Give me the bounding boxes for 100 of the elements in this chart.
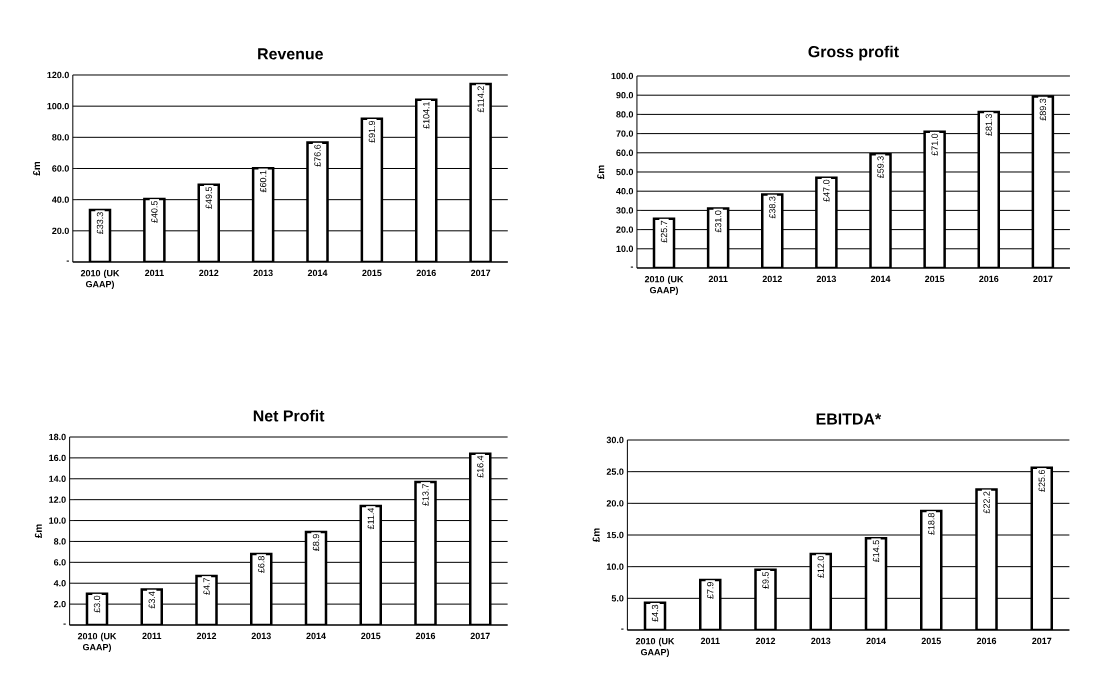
y-tick-label: - <box>630 266 634 268</box>
y-tick-label: 6.0 <box>53 559 66 566</box>
y-tick-label: 12.0 <box>49 496 66 503</box>
x-tick-label: 2013 <box>251 632 271 640</box>
y-tick-label: - <box>621 628 624 630</box>
data-label: £3.4 <box>148 591 155 609</box>
x-tick-label: 2010 (UK GAAP) <box>77 632 117 653</box>
data-label: £38.3 <box>769 196 776 219</box>
data-label: £12.0 <box>817 556 824 578</box>
data-label: £91.9 <box>368 120 376 143</box>
y-tick-label: 14.0 <box>49 475 66 482</box>
data-label: £3.0 <box>93 595 101 613</box>
x-tick-label: 2017 <box>1033 275 1053 283</box>
y-tick-label: 60.0 <box>52 165 69 172</box>
x-tick-label: 2014 <box>307 269 328 277</box>
y-tick-label: 20.0 <box>606 500 624 507</box>
x-tick-label: 2014 <box>870 275 891 283</box>
y-tick-label: 15.0 <box>606 531 624 539</box>
x-tick-label: 2012 <box>762 275 782 283</box>
y-tick-label: 80.0 <box>52 134 69 141</box>
x-tick-label: 2011 <box>144 269 164 277</box>
data-label: £22.2 <box>983 491 990 514</box>
x-tick-label: 2010 (UK GAAP) <box>644 275 684 296</box>
y-tick-label: 10.0 <box>606 563 624 570</box>
data-label: £4.3 <box>651 604 659 622</box>
data-label: £8.9 <box>312 534 320 551</box>
y-tick-label: 90.0 <box>616 92 634 99</box>
y-tick-label: 120.0 <box>47 71 69 79</box>
data-label: £25.7 <box>660 220 668 243</box>
data-label: £14.5 <box>872 540 880 563</box>
x-tick-label: 2012 <box>755 637 776 645</box>
y-axis-title: £m <box>34 524 42 539</box>
data-label: £6.8 <box>258 556 265 573</box>
y-tick-label: 100.0 <box>611 72 634 80</box>
data-label: £114.2 <box>477 86 484 113</box>
x-tick-label: 2013 <box>811 637 831 645</box>
x-tick-label: 2017 <box>470 269 491 277</box>
data-label: £4.7 <box>203 578 210 595</box>
x-tick-label: 2011 <box>708 275 728 283</box>
chart-title: EBITDA* <box>816 413 882 425</box>
y-tick-label: 60.0 <box>616 149 634 156</box>
x-tick-label: 2015 <box>924 275 945 283</box>
y-tick-label: 18.0 <box>49 433 66 441</box>
x-tick-label: 2012 <box>199 269 219 277</box>
y-tick-label: - <box>63 623 66 625</box>
x-tick-label: 2015 <box>921 637 941 645</box>
y-tick-label: 5.0 <box>611 595 624 602</box>
x-tick-label: 2013 <box>816 275 837 283</box>
y-axis-title: £m <box>33 161 41 176</box>
x-tick-label: 2013 <box>253 269 273 277</box>
x-tick-label: 2016 <box>416 269 436 277</box>
data-label: £11.4 <box>367 507 374 530</box>
data-label: £16.4 <box>477 455 484 478</box>
data-label: £81.3 <box>985 113 992 136</box>
data-label: £13.7 <box>422 484 429 506</box>
y-tick-label: 25.0 <box>606 468 624 475</box>
data-label: £47.0 <box>823 179 830 202</box>
x-tick-label: 2017 <box>470 632 490 640</box>
data-label: £49.5 <box>205 186 212 209</box>
x-tick-label: 2011 <box>142 632 162 640</box>
x-tick-label: 2015 <box>361 632 381 640</box>
y-tick-label: 20.0 <box>616 226 634 233</box>
y-tick-label: 40.0 <box>51 196 69 203</box>
x-tick-label: 2016 <box>979 275 999 283</box>
data-label: £76.6 <box>314 144 321 167</box>
x-tick-label: 2010 (UK GAAP) <box>80 269 120 290</box>
data-label: £7.9 <box>707 582 714 599</box>
x-tick-label: 2014 <box>866 637 886 645</box>
data-label: £71.0 <box>931 133 938 156</box>
data-label: £18.8 <box>928 513 935 535</box>
y-tick-label: 80.0 <box>616 111 634 118</box>
y-tick-label: 100.0 <box>47 102 69 110</box>
x-tick-label: 2015 <box>362 269 382 277</box>
y-tick-label: 40.0 <box>616 188 634 195</box>
data-label: £104.1 <box>423 101 430 129</box>
data-label: £60.1 <box>259 170 267 193</box>
x-tick-label: 2012 <box>196 632 217 640</box>
y-tick-label: 50.0 <box>616 168 634 176</box>
y-tick-label: 10.0 <box>616 245 634 252</box>
y-axis-title: £m <box>592 528 600 543</box>
y-tick-label: 16.0 <box>49 454 66 462</box>
chart-title: Revenue <box>258 48 323 60</box>
x-tick-label: 2017 <box>1032 637 1052 645</box>
x-tick-label: 2011 <box>700 637 720 645</box>
data-label: £9.5 <box>762 571 769 589</box>
data-label: £33.3 <box>96 212 104 234</box>
y-tick-label: 20.0 <box>52 227 69 235</box>
y-tick-label: 30.0 <box>616 207 634 214</box>
y-axis-title: £m <box>597 165 605 180</box>
x-tick-label: 2016 <box>976 637 997 645</box>
y-tick-label: 10.0 <box>49 517 66 524</box>
data-label: £25.6 <box>1038 469 1045 492</box>
y-tick-label: 70.0 <box>616 130 634 137</box>
data-label: £59.3 <box>877 156 884 179</box>
chart-title: Gross profit <box>808 45 899 61</box>
y-tick-label: 8.0 <box>53 538 66 545</box>
y-tick-label: - <box>66 260 69 262</box>
y-tick-label: 30.0 <box>606 436 624 444</box>
x-tick-label: 2016 <box>415 632 436 640</box>
x-tick-label: 2014 <box>306 632 326 640</box>
